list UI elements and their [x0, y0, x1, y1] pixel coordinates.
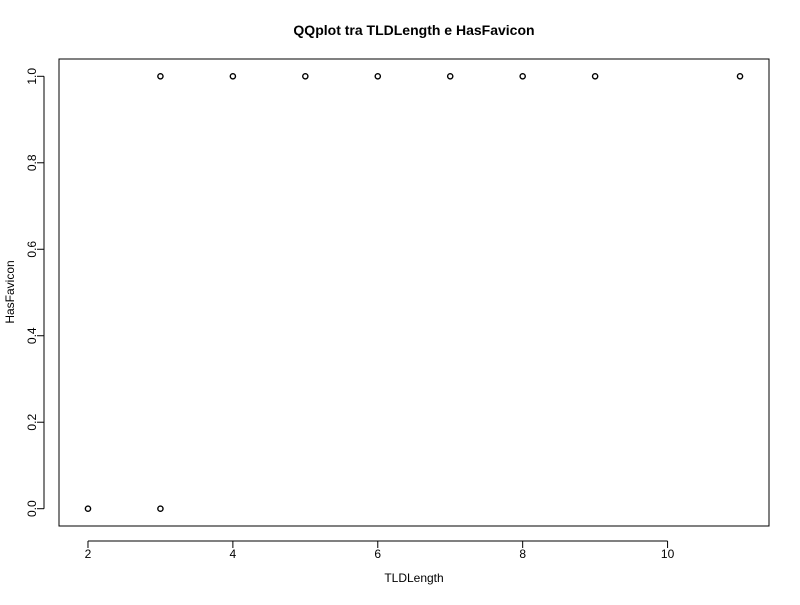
- x-axis-title: TLDLength: [384, 571, 443, 585]
- data-point: [591, 72, 599, 80]
- data-point: [736, 72, 744, 80]
- data-point: [229, 72, 237, 80]
- y-tick-label: 0.0: [25, 500, 39, 517]
- data-point: [374, 72, 382, 80]
- plot-area-frame: [58, 58, 770, 527]
- chart-title: QQplot tra TLDLength e HasFavicon: [293, 22, 534, 38]
- x-tick-label: 4: [230, 547, 237, 561]
- y-tick-label: 1.0: [25, 68, 39, 85]
- data-point: [157, 72, 164, 80]
- y-tick-label: 0.4: [25, 327, 39, 344]
- data-point: [84, 505, 92, 513]
- data-point: [157, 505, 164, 513]
- data-point: [519, 72, 526, 80]
- data-points: [84, 72, 744, 513]
- data-point: [446, 72, 454, 80]
- x-tick-label: 10: [661, 547, 675, 561]
- x-axis: 2 4 6 8 10: [85, 540, 675, 561]
- y-tick-label: 0.2: [25, 414, 39, 431]
- data-point: [302, 72, 309, 80]
- x-tick-label: 8: [519, 547, 526, 561]
- y-axis-title: HasFavicon: [3, 260, 17, 323]
- x-tick-label: 6: [374, 547, 381, 561]
- y-tick-label: 0.6: [25, 241, 39, 258]
- x-tick-label: 2: [85, 547, 92, 561]
- y-tick-label: 0.8: [25, 154, 39, 171]
- y-axis: 0.0 0.2 0.4 0.6 0.8 1.0: [25, 68, 45, 517]
